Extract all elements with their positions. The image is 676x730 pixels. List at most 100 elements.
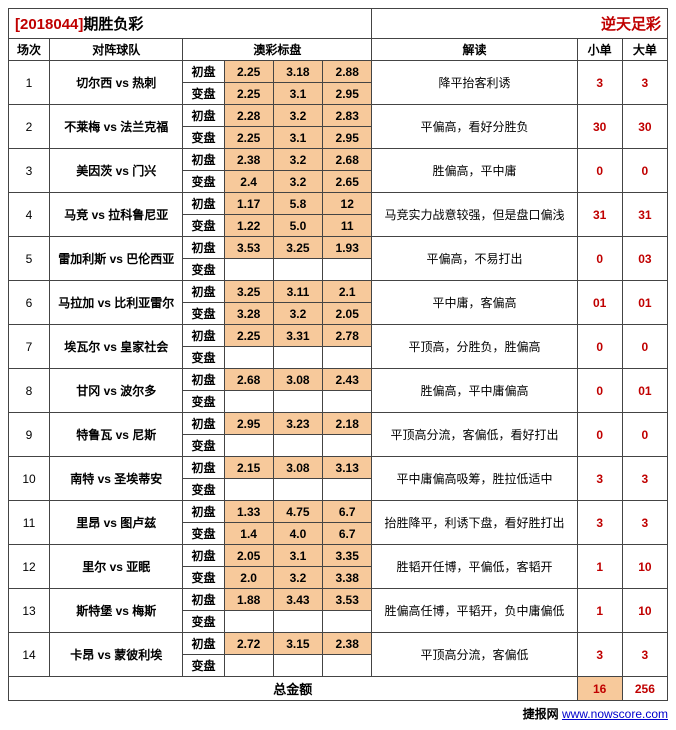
odds-change-cell [224, 655, 273, 677]
analysis-cell: 平顶高分流，客偏低，看好打出 [372, 413, 577, 457]
odds-open-cell: 3.31 [273, 325, 322, 347]
match-no: 13 [9, 589, 50, 633]
odds-label-open: 初盘 [183, 149, 224, 171]
odds-label-open: 初盘 [183, 413, 224, 435]
match-row-open: 5雷加利斯 vs 巴伦西亚初盘3.533.251.93平偏高，不易打出003 [9, 237, 668, 259]
issue-number: [2018044] [15, 16, 83, 33]
title-row: [2018044]期胜负彩 逆天足彩 [9, 9, 668, 39]
pick-big: 3 [622, 501, 667, 545]
match-teams: 甘冈 vs 波尔多 [50, 369, 183, 413]
header-match-no: 场次 [9, 39, 50, 61]
header-analysis: 解读 [372, 39, 577, 61]
analysis-cell: 平中庸，客偏高 [372, 281, 577, 325]
odds-label-change: 变盘 [183, 435, 224, 457]
odds-open-cell: 3.08 [273, 457, 322, 479]
pick-big: 01 [622, 281, 667, 325]
match-row-open: 1切尔西 vs 热刺初盘2.253.182.88降平抬客利诱33 [9, 61, 668, 83]
odds-open-cell: 3.15 [273, 633, 322, 655]
pick-small: 3 [577, 457, 622, 501]
analysis-cell: 胜偏高任博，平韬开，负中庸偏低 [372, 589, 577, 633]
analysis-cell: 平偏高，看好分胜负 [372, 105, 577, 149]
pick-big: 3 [622, 457, 667, 501]
match-row-open: 13斯特堡 vs 梅斯初盘1.883.433.53胜偏高任博，平韬开，负中庸偏低… [9, 589, 668, 611]
odds-change-cell: 1.22 [224, 215, 273, 237]
odds-label-change: 变盘 [183, 171, 224, 193]
analysis-cell: 胜韬开任博，平偏低，客韬开 [372, 545, 577, 589]
odds-change-cell [323, 391, 372, 413]
match-no: 9 [9, 413, 50, 457]
odds-change-cell [273, 391, 322, 413]
match-row-open: 14卡昂 vs 蒙彼利埃初盘2.723.152.38平顶高分流，客偏低33 [9, 633, 668, 655]
odds-change-cell [273, 347, 322, 369]
odds-change-cell [323, 435, 372, 457]
pick-small: 0 [577, 237, 622, 281]
total-small: 16 [577, 677, 622, 701]
odds-change-cell: 2.65 [323, 171, 372, 193]
pick-big: 31 [622, 193, 667, 237]
odds-label-open: 初盘 [183, 457, 224, 479]
pick-small: 0 [577, 325, 622, 369]
odds-open-cell: 12 [323, 193, 372, 215]
odds-open-cell: 2.05 [224, 545, 273, 567]
odds-change-cell: 3.2 [273, 171, 322, 193]
odds-label-change: 变盘 [183, 479, 224, 501]
odds-change-cell: 2.25 [224, 83, 273, 105]
lottery-table: [2018044]期胜负彩 逆天足彩 场次 对阵球队 澳彩标盘 解读 小单 大单… [8, 8, 668, 701]
odds-change-cell [323, 259, 372, 281]
title-left: [2018044]期胜负彩 [9, 9, 372, 39]
pick-big: 10 [622, 545, 667, 589]
odds-change-cell [273, 479, 322, 501]
analysis-cell: 抬胜降平，利诱下盘，看好胜打出 [372, 501, 577, 545]
pick-small: 30 [577, 105, 622, 149]
pick-big: 10 [622, 589, 667, 633]
match-row-open: 9特鲁瓦 vs 尼斯初盘2.953.232.18平顶高分流，客偏低，看好打出00 [9, 413, 668, 435]
pick-small: 3 [577, 633, 622, 677]
odds-open-cell: 2.38 [323, 633, 372, 655]
odds-open-cell: 2.25 [224, 61, 273, 83]
title-right: 逆天足彩 [372, 9, 668, 39]
odds-change-cell [273, 655, 322, 677]
match-row-open: 6马拉加 vs 比利亚雷尔初盘3.253.112.1平中庸，客偏高0101 [9, 281, 668, 303]
odds-change-cell [323, 479, 372, 501]
odds-change-cell [224, 611, 273, 633]
odds-change-cell: 3.38 [323, 567, 372, 589]
pick-small: 0 [577, 149, 622, 193]
odds-label-open: 初盘 [183, 281, 224, 303]
analysis-cell: 降平抬客利诱 [372, 61, 577, 105]
odds-open-cell: 3.25 [273, 237, 322, 259]
odds-label-change: 变盘 [183, 127, 224, 149]
odds-label-change: 变盘 [183, 347, 224, 369]
odds-label-change: 变盘 [183, 655, 224, 677]
match-row-open: 10南特 vs 圣埃蒂安初盘2.153.083.13平中庸偏高吸筹，胜拉低适中3… [9, 457, 668, 479]
odds-open-cell: 5.8 [273, 193, 322, 215]
match-no: 8 [9, 369, 50, 413]
odds-change-cell: 3.28 [224, 303, 273, 325]
odds-change-cell: 6.7 [323, 523, 372, 545]
odds-label-change: 变盘 [183, 303, 224, 325]
odds-label-open: 初盘 [183, 237, 224, 259]
odds-label-open: 初盘 [183, 61, 224, 83]
match-teams: 斯特堡 vs 梅斯 [50, 589, 183, 633]
odds-label-change: 变盘 [183, 83, 224, 105]
footer-url[interactable]: www.nowscore.com [562, 707, 668, 721]
match-teams: 埃瓦尔 vs 皇家社会 [50, 325, 183, 369]
odds-open-cell: 3.18 [273, 61, 322, 83]
match-teams: 里尔 vs 亚眠 [50, 545, 183, 589]
match-teams: 卡昂 vs 蒙彼利埃 [50, 633, 183, 677]
pick-small: 0 [577, 369, 622, 413]
pick-big: 01 [622, 369, 667, 413]
odds-open-cell: 3.43 [273, 589, 322, 611]
odds-label-open: 初盘 [183, 193, 224, 215]
analysis-cell: 平中庸偏高吸筹，胜拉低适中 [372, 457, 577, 501]
odds-open-cell: 3.2 [273, 149, 322, 171]
match-teams: 马拉加 vs 比利亚雷尔 [50, 281, 183, 325]
pick-big: 3 [622, 61, 667, 105]
pick-big: 0 [622, 413, 667, 457]
analysis-cell: 平顶高分流，客偏低 [372, 633, 577, 677]
odds-open-cell: 1.93 [323, 237, 372, 259]
odds-open-cell: 3.53 [323, 589, 372, 611]
match-row-open: 3美因茨 vs 门兴初盘2.383.22.68胜偏高，平中庸00 [9, 149, 668, 171]
odds-change-cell: 3.2 [273, 567, 322, 589]
header-big: 大单 [622, 39, 667, 61]
header-odds: 澳彩标盘 [183, 39, 372, 61]
